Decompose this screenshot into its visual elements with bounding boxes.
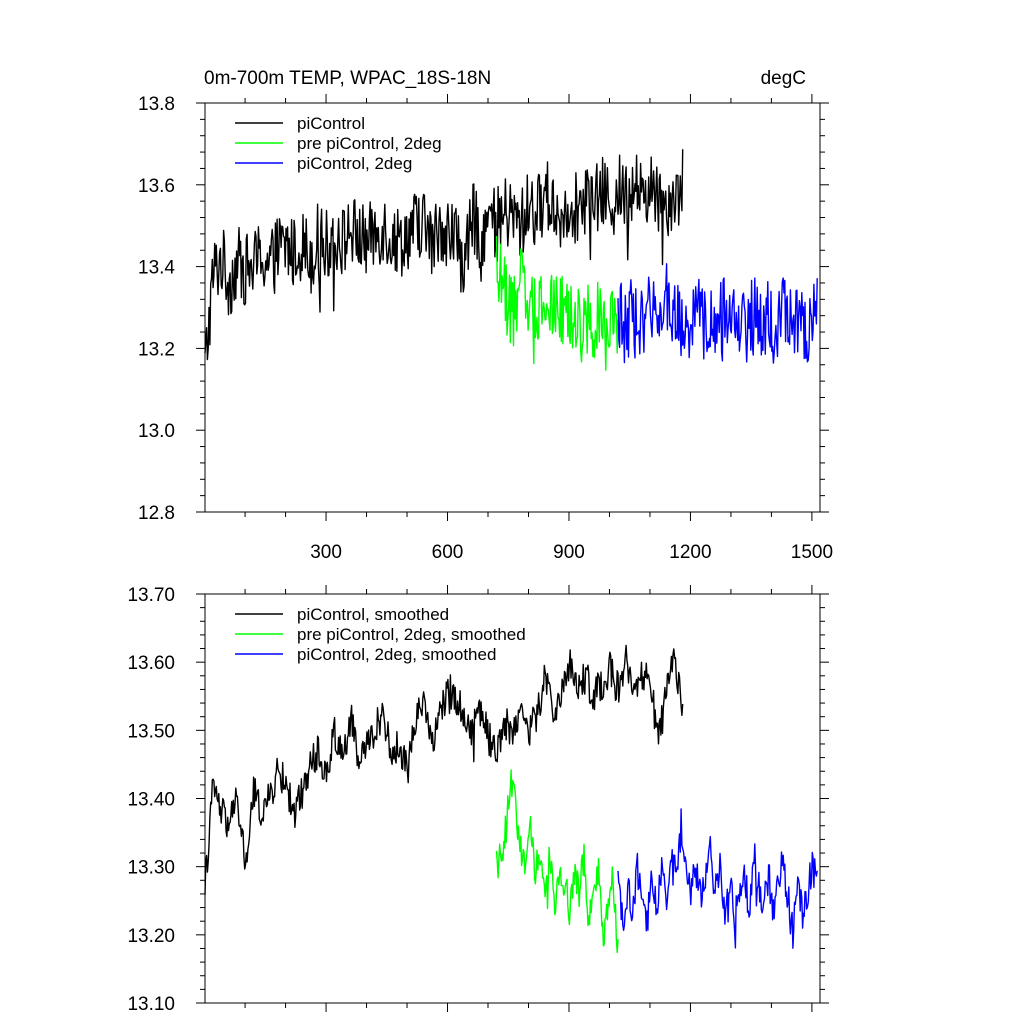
y-tick-label: 13.8 — [138, 94, 175, 115]
legend-label-0: piControl — [297, 114, 365, 133]
series-line-1 — [495, 235, 619, 371]
legend-label-1: pre piControl, 2deg — [297, 134, 442, 153]
y-tick-label: 13.40 — [127, 790, 175, 811]
y-tick-label: 13.60 — [127, 653, 175, 674]
series-line-0 — [204, 149, 684, 361]
series-line-2 — [617, 263, 818, 364]
plot-frame — [204, 102, 821, 513]
y-tick-label: 13.20 — [127, 926, 175, 947]
y-tick-label: 12.8 — [138, 503, 175, 524]
y-tick-label: 13.4 — [138, 258, 175, 279]
y-tick-label: 13.30 — [127, 858, 175, 879]
x-tick-label: 1500 — [791, 542, 833, 563]
y-tick-label: 13.6 — [138, 176, 175, 197]
legend-label-2: piControl, 2deg — [297, 154, 412, 173]
top-panel: 12.8 13.0 13.2 13.4 13.6 13.8 300 600 900 1200 150… — [138, 94, 833, 563]
x-tick-label: 1200 — [669, 542, 711, 563]
units-label: degC — [761, 68, 806, 89]
y-tick-label: 13.10 — [127, 994, 175, 1015]
series-line-0 — [204, 644, 684, 895]
y-tick-label: 13.0 — [138, 421, 175, 442]
legend-label-2: piControl, 2deg, smoothed — [297, 645, 496, 664]
series-line-1 — [495, 769, 619, 954]
legend-label-1: pre piControl, 2deg, smoothed — [297, 625, 526, 644]
x-tick-label: 300 — [310, 542, 342, 563]
y-tick-label: 13.50 — [127, 721, 175, 742]
series-line-2 — [617, 808, 818, 949]
y-tick-label: 13.70 — [127, 585, 175, 606]
legend-label-0: piControl, smoothed — [297, 605, 449, 624]
x-tick-label: 900 — [553, 542, 585, 563]
x-tick-label: 600 — [432, 542, 464, 563]
y-tick-label: 13.2 — [138, 339, 175, 360]
bottom-panel: 13.10 13.20 13.30 13.40 13.50 13.60 13.70 piCon… — [127, 585, 829, 1015]
chart-title: 0m-700m TEMP, WPAC_18S-18N — [204, 68, 491, 89]
